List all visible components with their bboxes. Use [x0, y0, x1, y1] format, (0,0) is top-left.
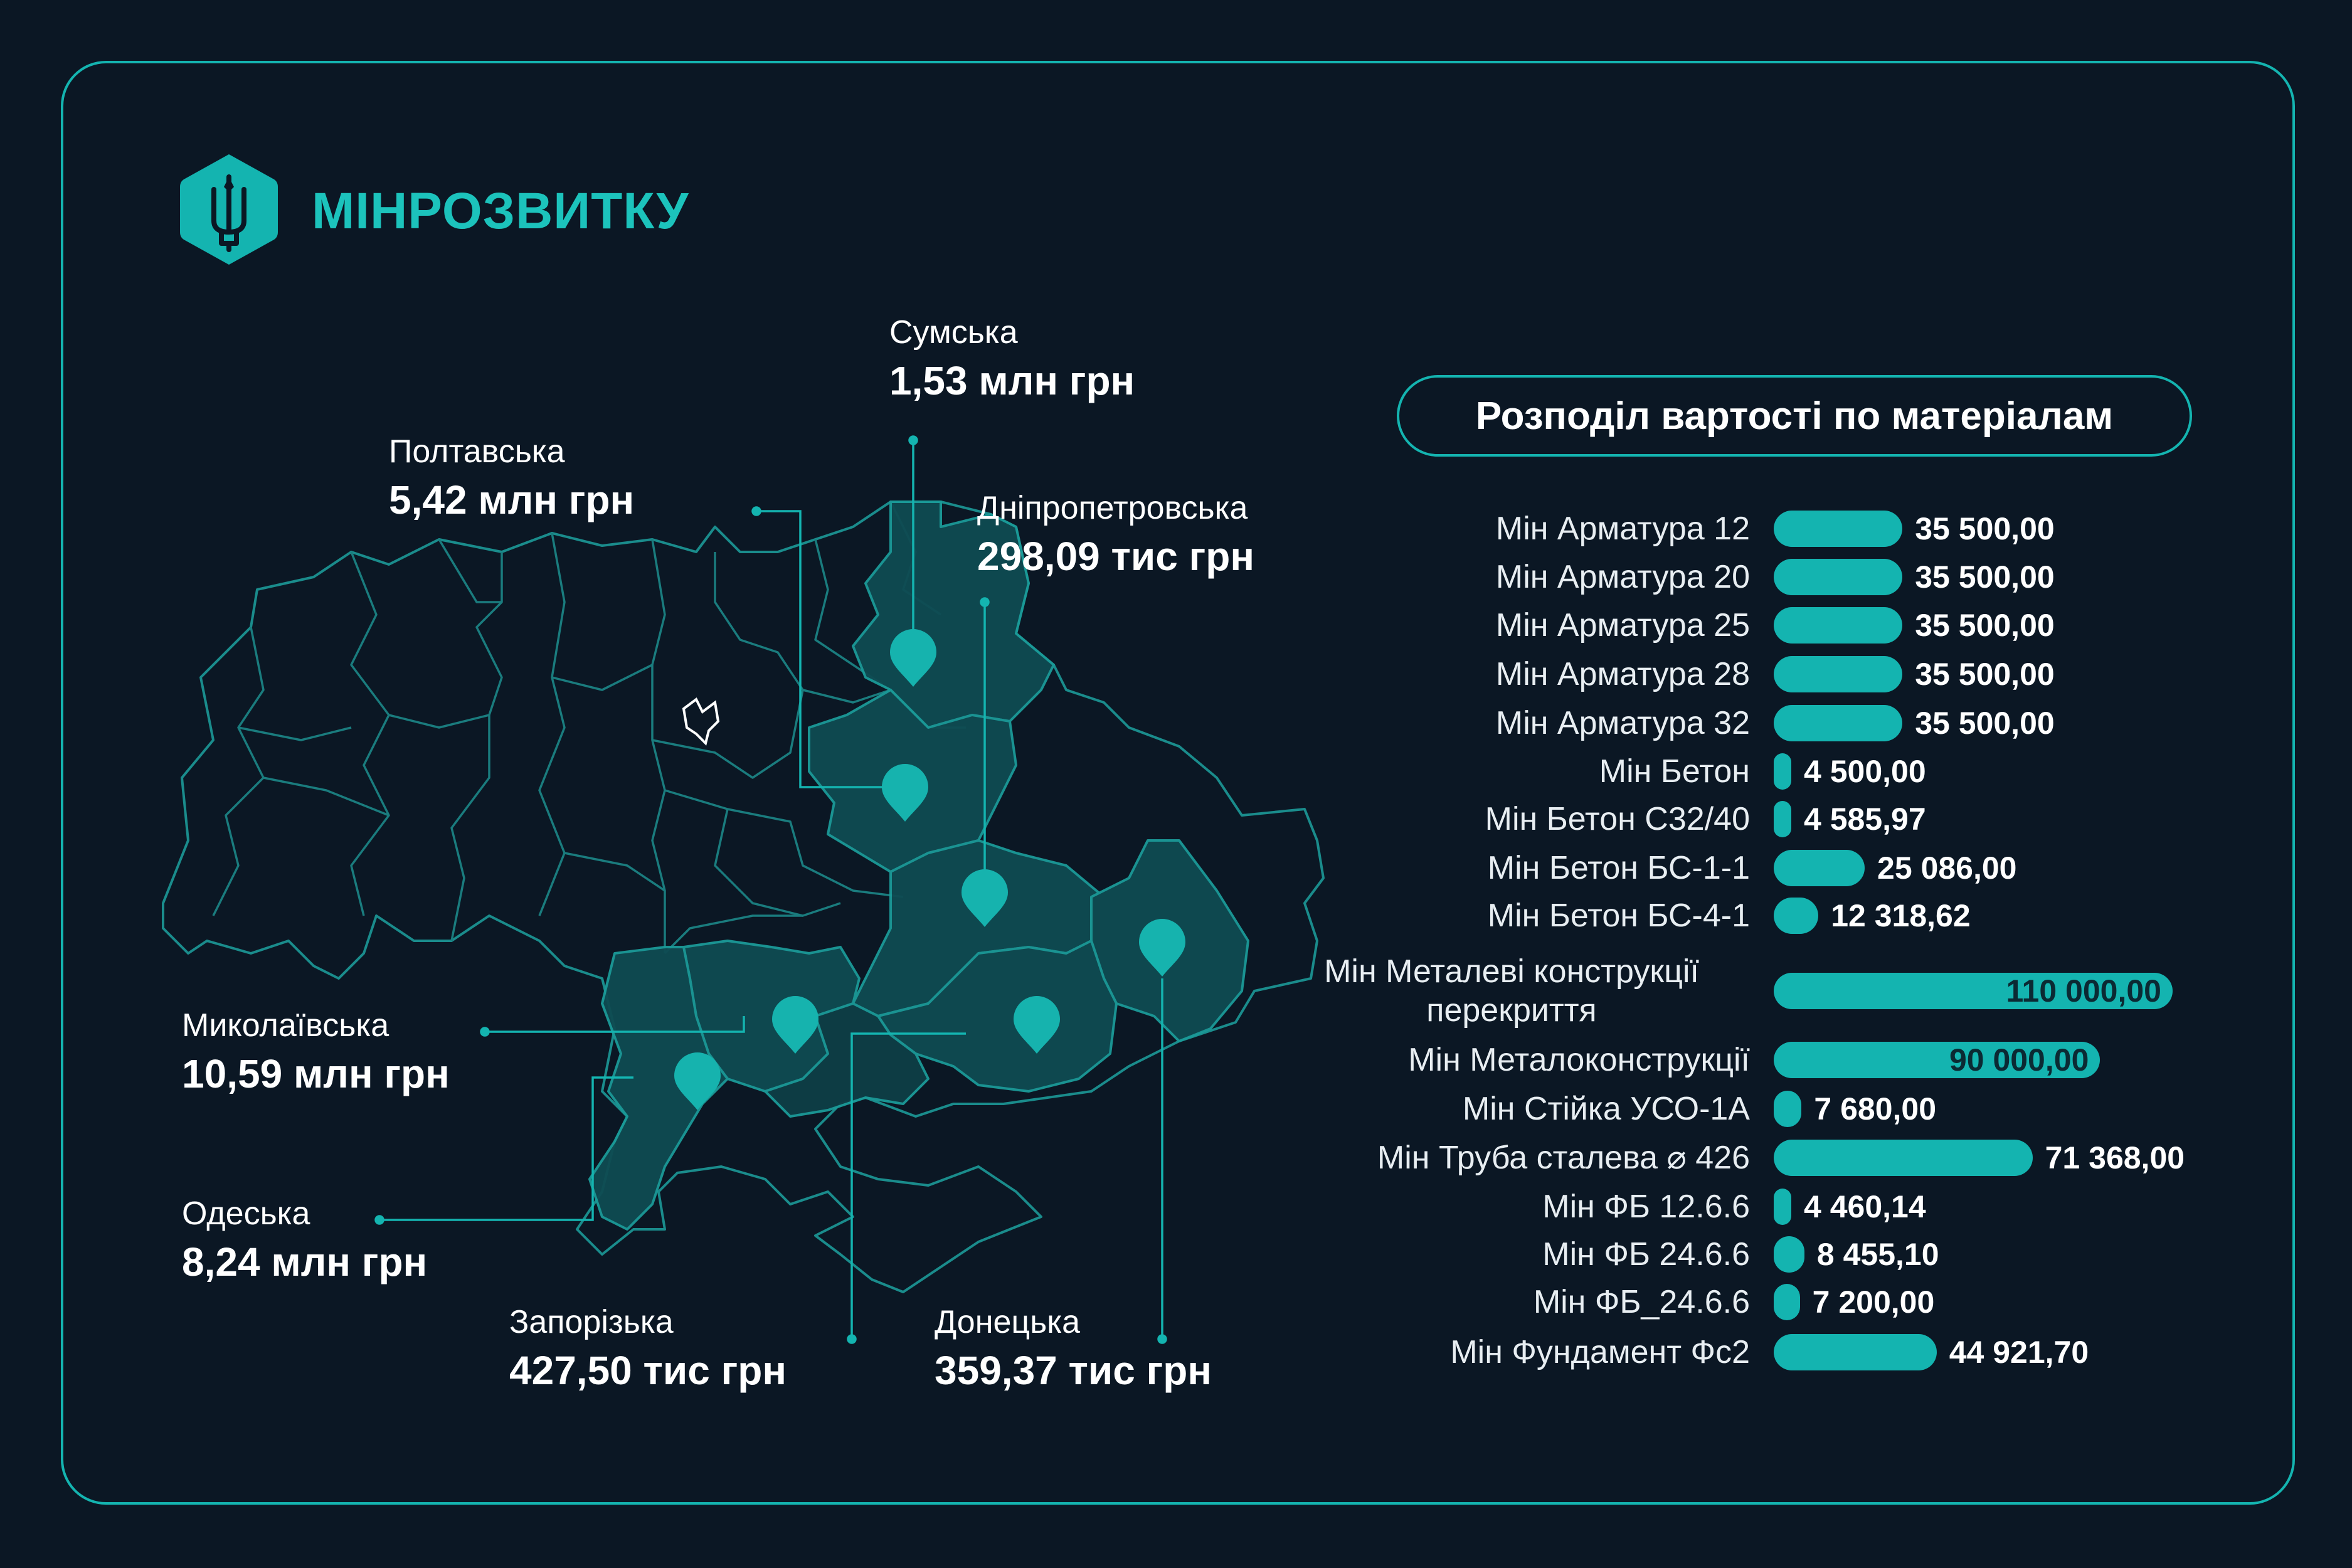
- map-pin-icon-poltavska: [882, 764, 928, 822]
- region-label-donetsk: Донецька: [935, 1304, 1081, 1340]
- region-value-odesa: 8,24 млн грн: [182, 1239, 428, 1285]
- region-value-zaporizhzhia: 427,50 тис грн: [509, 1348, 787, 1393]
- region-value-sumska: 1,53 млн грн: [889, 358, 1135, 403]
- region-label-dnipro: Дніпропетровська: [977, 490, 1248, 526]
- region-label-poltavska: Полтавська: [389, 433, 565, 470]
- chart-title: Розподіл вартості по матеріалам: [1397, 375, 2192, 457]
- region-label-mykolaiv: Миколаївська: [182, 1007, 389, 1044]
- card-frame: [61, 61, 2295, 1505]
- map-pin-icon-sumska: [890, 629, 936, 687]
- region-label-sumska: Сумська: [889, 314, 1018, 351]
- map-pin-icon-donetsk: [1139, 919, 1185, 977]
- region-kherson: [764, 1002, 930, 1118]
- map-pin-icon-mykolaiv: [772, 996, 818, 1054]
- kyiv-city: [682, 697, 720, 746]
- region-value-dnipro: 298,09 тис грн: [977, 534, 1254, 579]
- region-value-mykolaiv: 10,59 млн грн: [182, 1051, 450, 1096]
- region-value-donetsk: 359,37 тис грн: [935, 1348, 1212, 1393]
- region-label-odesa: Одеська: [182, 1195, 310, 1232]
- region-odesa: [588, 946, 729, 1231]
- map-pin-icon-dnipro: [961, 869, 1008, 927]
- trident-icon: [180, 154, 278, 265]
- region-zaporizhzhia: [877, 940, 1118, 1093]
- map-pin-icon-odesa: [674, 1052, 721, 1110]
- brand-name: МІНРОЗВИТКУ: [312, 183, 689, 240]
- map-pin-icon-zaporizhzhia: [1014, 996, 1060, 1054]
- region-label-zaporizhzhia: Запорізька: [509, 1304, 674, 1340]
- region-value-poltavska: 5,42 млн грн: [389, 477, 635, 522]
